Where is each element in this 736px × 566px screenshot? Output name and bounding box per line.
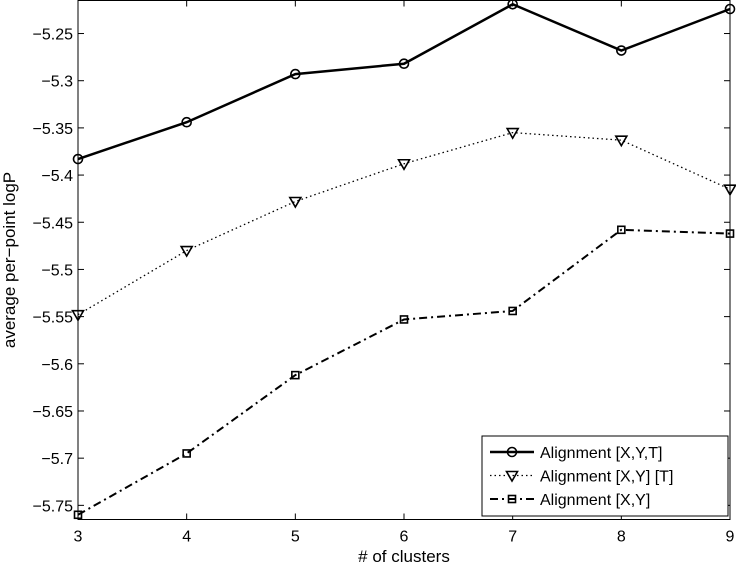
series-line <box>77 228 731 516</box>
y-tick-label: −5.5 <box>41 262 73 279</box>
x-tick-label: 8 <box>617 529 626 546</box>
series-line <box>77 131 731 316</box>
series-2 <box>71 127 736 322</box>
data-point <box>508 306 517 316</box>
data-point <box>290 68 301 80</box>
data-point <box>397 158 411 171</box>
data-point <box>614 135 629 148</box>
y-tick-label: −5.25 <box>33 27 74 44</box>
data-point <box>505 127 520 140</box>
x-tick-label: 7 <box>508 529 517 546</box>
legend-marker <box>507 494 517 504</box>
data-point <box>398 58 410 70</box>
legend-label: Alignment [X,Y] <box>540 492 650 509</box>
data-point <box>399 315 409 324</box>
series-line <box>77 2 731 161</box>
plot-series <box>71 0 736 520</box>
data-point <box>616 45 627 56</box>
legend-item: Alignment [X,Y,T] <box>490 445 662 462</box>
data-point <box>182 449 191 458</box>
legend: Alignment [X,Y,T] Alignment [X,Y] [T] Alig… <box>481 435 729 517</box>
y-tick-label: −5.55 <box>33 310 74 327</box>
data-point <box>181 116 192 128</box>
data-point <box>507 0 518 10</box>
x-tick-label: 6 <box>400 529 409 546</box>
x-tick-label: 3 <box>74 529 83 546</box>
x-tick-label: 4 <box>182 529 191 546</box>
y-tick-label: −5.4 <box>41 168 73 185</box>
legend-marker <box>505 470 519 483</box>
legend-label: Alignment [X,Y] [T] <box>540 469 673 486</box>
y-tick-label: −5.7 <box>41 451 73 468</box>
y-tick-label: −5.35 <box>33 121 74 138</box>
x-tick-label: 5 <box>291 529 300 546</box>
legend-item: Alignment [X,Y] <box>490 492 650 509</box>
x-axis-label: # of clusters <box>358 547 450 566</box>
legend-marker <box>506 446 518 458</box>
y-tick-label: −5.6 <box>41 357 73 374</box>
data-point <box>617 225 626 235</box>
x-tick-label: 9 <box>726 529 735 546</box>
legend-label: Alignment [X,Y,T] <box>540 445 662 462</box>
series-1 <box>72 0 736 165</box>
y-tick-label: −5.75 <box>33 498 74 515</box>
y-tick-label: −5.3 <box>41 74 73 91</box>
legend-item: Alignment [X,Y] [T] <box>490 469 673 486</box>
y-axis: −5.75 −5.7 −5.65 −5.6 −5.55 −5.5 −5.45 −5.4 −5.3… <box>33 27 730 515</box>
y-axis-label: average per−point logP <box>0 172 19 348</box>
series-3 <box>73 225 735 520</box>
data-point <box>288 196 303 209</box>
data-point <box>291 370 300 380</box>
y-tick-label: −5.65 <box>33 404 74 421</box>
y-tick-label: −5.45 <box>33 215 74 232</box>
data-point <box>179 245 194 258</box>
